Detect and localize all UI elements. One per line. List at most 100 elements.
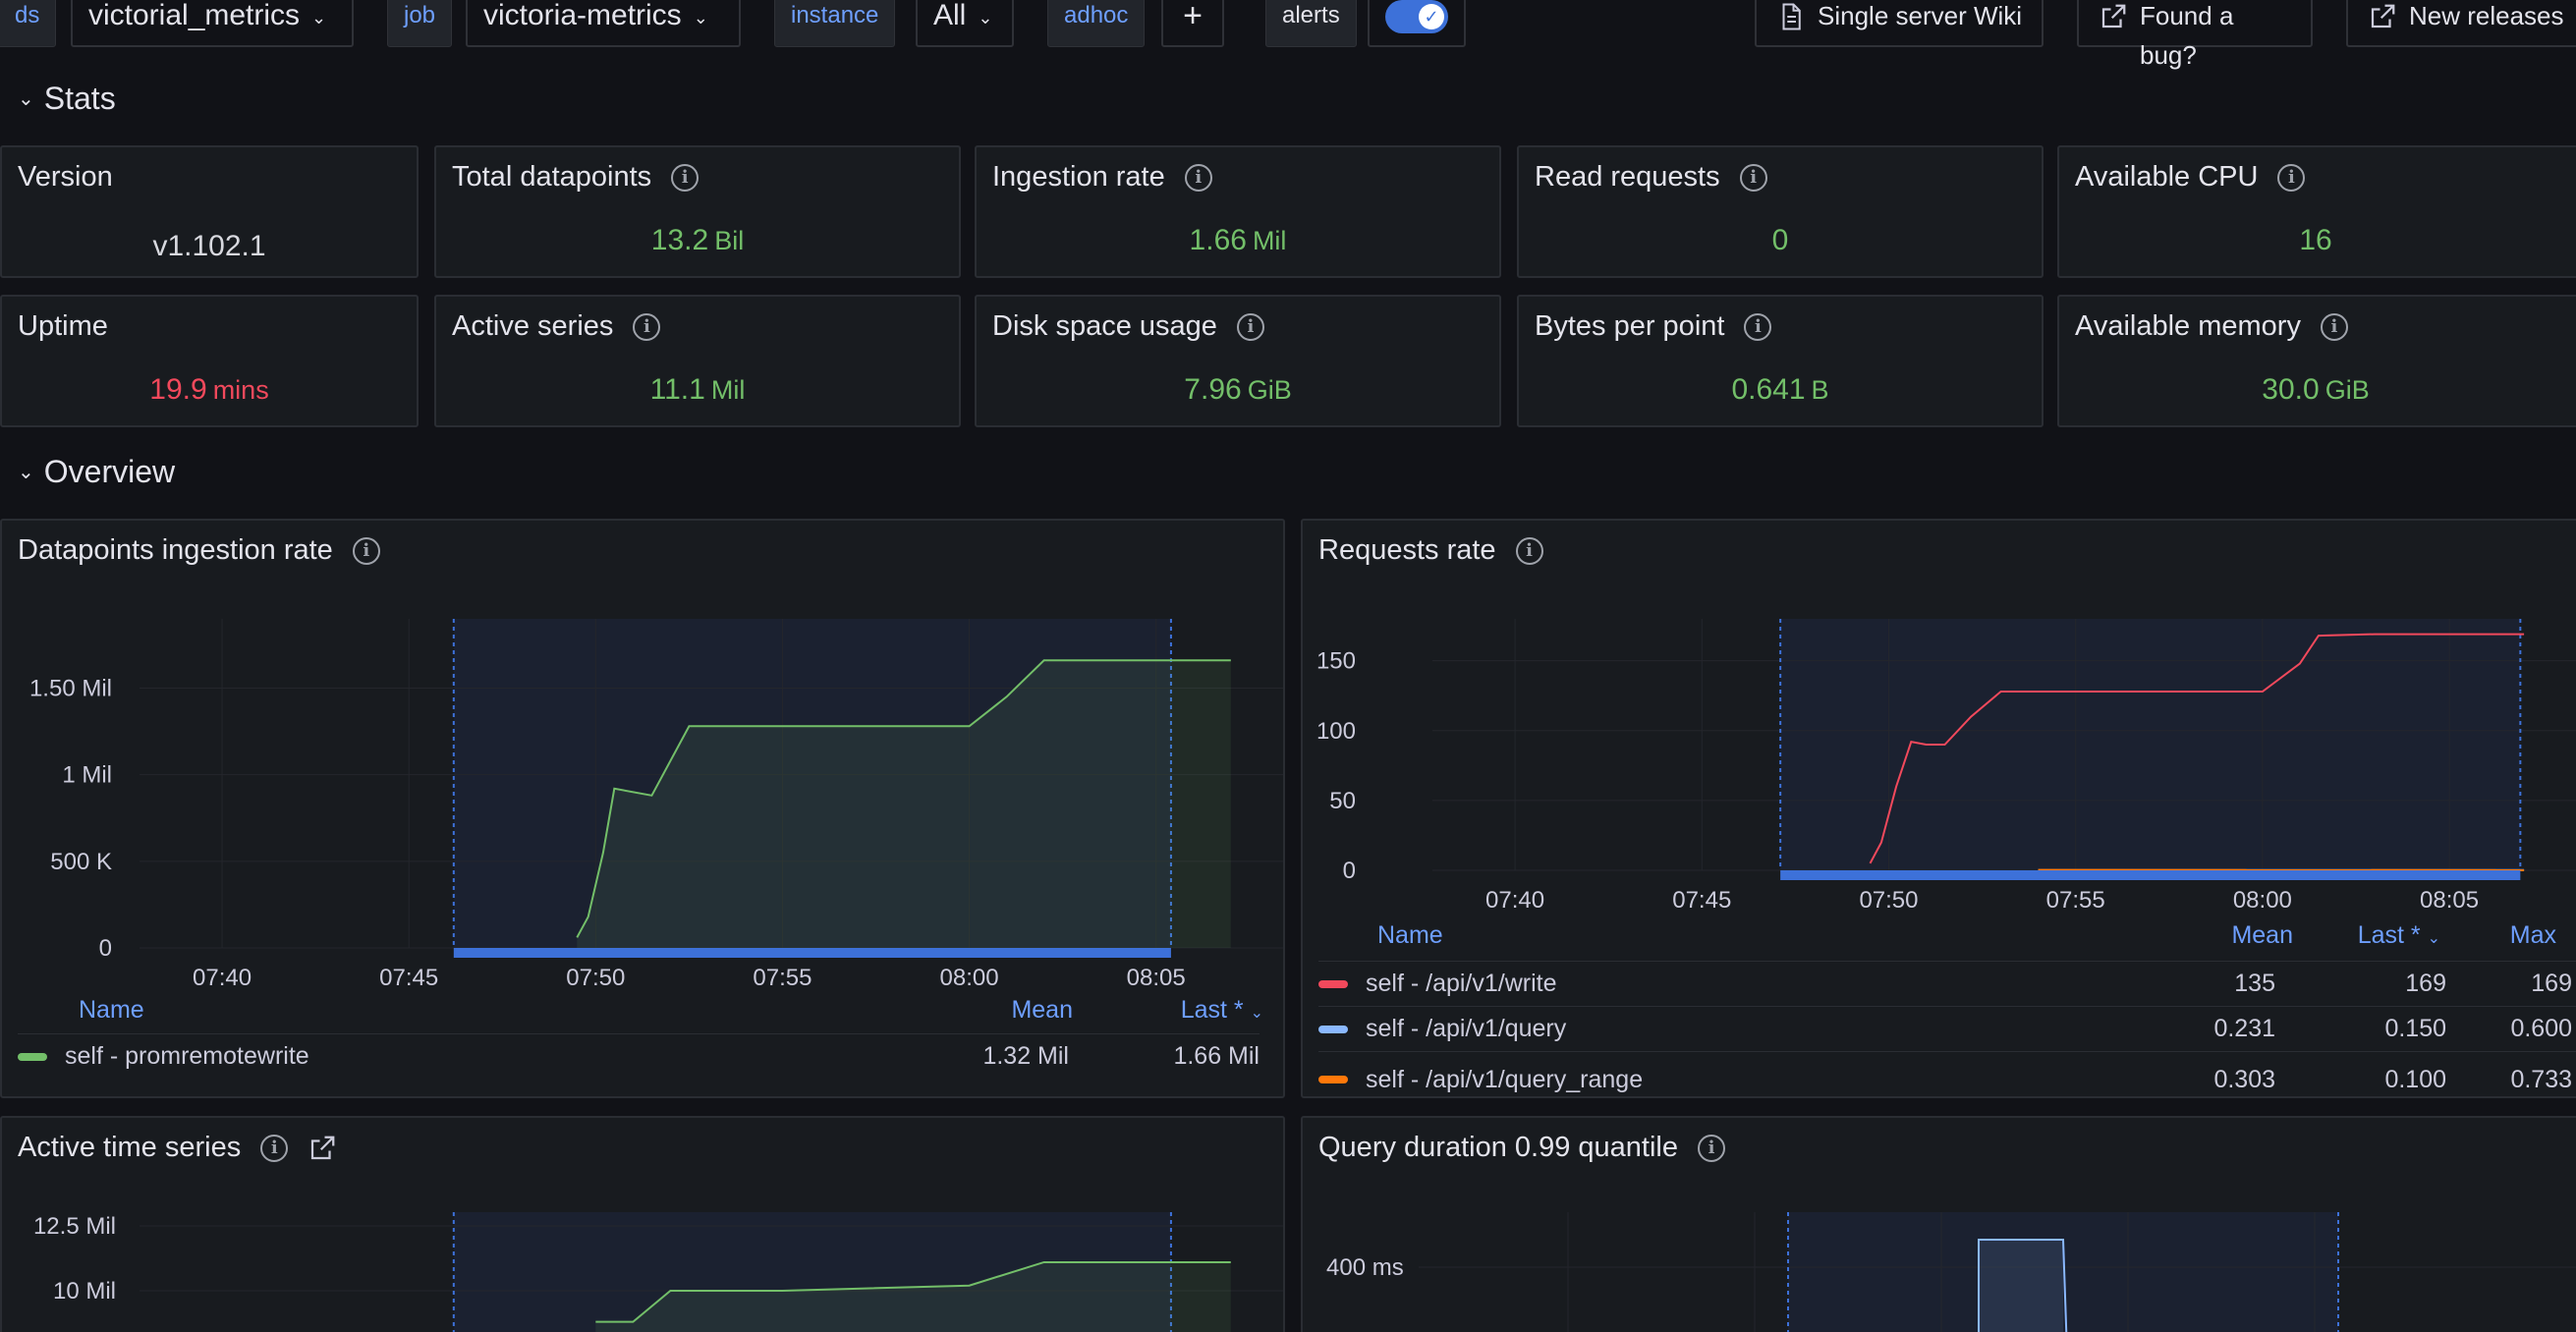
stat-number: 30.0: [2262, 373, 2320, 406]
stat-value: v1.102.1: [2, 230, 417, 263]
legend-col-max[interactable]: Max: [2509, 921, 2556, 949]
info-icon[interactable]: i: [2277, 163, 2306, 192]
y-tick-label: 150: [1316, 648, 1356, 675]
x-tick-label: 07:40: [193, 965, 252, 991]
releases-link-button[interactable]: New releases: [2346, 0, 2576, 47]
series-mean: 0.303: [2213, 1066, 2275, 1093]
x-tick-label: 08:05: [1127, 965, 1186, 991]
panel-requests-rate: Requests rate i 0 50 100 150 07:40 07:45 07:50 0…: [1301, 519, 2576, 1098]
info-icon[interactable]: i: [671, 163, 700, 192]
query-duration-chart[interactable]: 400 ms: [1303, 1118, 2576, 1332]
check-icon: ✓: [1419, 4, 1444, 29]
stat-title: Available memory: [2075, 310, 2301, 342]
legend-row[interactable]: self - /api/v1/query 0.231 0.150 0.600: [1318, 1006, 2576, 1051]
var-instance-label: instance: [774, 0, 896, 47]
panel-title: Version: [18, 161, 113, 194]
legend-col-mean[interactable]: Mean: [2231, 921, 2293, 949]
x-tick-label: 08:05: [2420, 887, 2479, 914]
var-alerts-label: alerts: [1265, 0, 1357, 47]
legend-col-last-label: Last *: [2357, 921, 2421, 949]
info-icon[interactable]: i: [2320, 312, 2348, 341]
info-icon[interactable]: i: [1744, 312, 1772, 341]
stat-title: Disk space usage: [992, 310, 1217, 342]
legend-row[interactable]: self - /api/v1/write 135 169 169: [1318, 961, 2576, 1006]
panel-query-duration: Query duration 0.99 quantile i 400 ms: [1301, 1116, 2576, 1332]
stat-unit: Mil: [710, 375, 746, 405]
var-ds-value: victorial_metrics: [88, 0, 301, 31]
panel-ingestion-rate: Datapoints ingestion rate i 0 500 K 1 Mil 1.…: [0, 519, 1285, 1098]
var-ds-select[interactable]: victorial_metrics ⌄: [71, 0, 354, 47]
selected-range-region: [453, 619, 1171, 948]
var-job-label: job: [387, 0, 453, 47]
chevron-down-icon: ⌄: [1250, 1005, 1263, 1022]
info-icon[interactable]: i: [352, 536, 380, 565]
series-line: [1978, 1239, 2068, 1332]
section-overview-title: Overview: [43, 454, 176, 489]
adhoc-add-button[interactable]: +: [1161, 0, 1224, 47]
section-overview[interactable]: ⌄ Overview: [18, 454, 175, 490]
x-tick-label: 07:50: [566, 965, 625, 991]
stat-number: 19.9: [149, 373, 207, 406]
legend-col-last[interactable]: Last * ⌄: [1181, 996, 1263, 1025]
var-instance-value: All: [933, 0, 967, 31]
stat-number: 0: [1771, 224, 1789, 256]
section-stats[interactable]: ⌄ Stats: [18, 81, 116, 117]
panel-title: Active series i: [452, 310, 661, 343]
stat-title: Read requests: [1535, 161, 1720, 193]
y-tick-label: 100: [1316, 718, 1356, 745]
var-job-select[interactable]: victoria-metrics ⌄: [466, 0, 741, 47]
active-series-chart[interactable]: 12.5 Mil 10 Mil: [2, 1118, 1283, 1332]
stat-panel-version: Version v1.102.1: [0, 145, 419, 278]
x-tick-label: 07:55: [753, 965, 812, 991]
annotation-bar: [453, 948, 1171, 958]
series-mean: 135: [2234, 970, 2275, 997]
legend-col-name[interactable]: Name: [1377, 921, 1443, 949]
y-tick-label: 500 K: [50, 849, 112, 875]
chevron-down-icon: ⌄: [978, 8, 993, 28]
legend-row[interactable]: self - promremotewrite 1.32 Mil 1.66 Mil: [18, 1033, 1260, 1079]
panel-title: Available memory i: [2075, 310, 2348, 343]
series-name: self - /api/v1/write: [1366, 970, 1557, 997]
series-last: 1.66 Mil: [1173, 1042, 1260, 1070]
wiki-link-label: Single server Wiki: [1818, 1, 2023, 30]
var-instance-select[interactable]: All ⌄: [916, 0, 1014, 47]
y-tick-label: 1.50 Mil: [29, 676, 112, 702]
series-area: [577, 660, 1231, 948]
releases-link-label: New releases: [2409, 1, 2564, 30]
external-link-icon[interactable]: [308, 1134, 337, 1163]
bug-link-label: Found a bug?: [2140, 1, 2234, 70]
legend-col-last[interactable]: Last * ⌄: [2358, 921, 2440, 950]
info-icon[interactable]: i: [633, 312, 661, 341]
info-icon[interactable]: i: [1236, 312, 1264, 341]
var-job-value: victoria-metrics: [483, 0, 682, 31]
stat-value: 16: [2059, 224, 2572, 257]
panel-title: Uptime: [18, 310, 108, 343]
series-max: 169: [2531, 970, 2572, 997]
x-tick-label: 07:45: [1672, 887, 1731, 914]
panel-title: Total datapoints i: [452, 161, 700, 194]
bug-link-button[interactable]: Found a bug?: [2077, 0, 2313, 70]
chevron-down-icon: ⌄: [18, 462, 34, 483]
legend-col-mean[interactable]: Mean: [1011, 996, 1073, 1024]
wiki-link-button[interactable]: Single server Wiki: [1755, 0, 2044, 47]
chevron-down-icon: ⌄: [2427, 930, 2440, 947]
info-icon[interactable]: i: [260, 1134, 289, 1162]
info-icon[interactable]: i: [1515, 536, 1543, 565]
stat-panel-total-datapoints: Total datapoints i 13.2 Bil: [434, 145, 961, 278]
series-area: [595, 1261, 1231, 1332]
chevron-down-icon: ⌄: [18, 88, 34, 110]
series-line: [595, 1260, 1231, 1323]
stat-title: Total datapoints: [452, 161, 652, 193]
alerts-toggle[interactable]: ✓: [1385, 0, 1448, 33]
ingestion-chart[interactable]: 0 500 K 1 Mil 1.50 Mil 07:40 07:45 07:50 07:55 0…: [2, 521, 1283, 992]
stat-unit: GiB: [2324, 375, 2370, 405]
series-last: 0.150: [2384, 1015, 2446, 1042]
legend-row[interactable]: self - /api/v1/query_range 0.303 0.100 0…: [1318, 1051, 2576, 1096]
info-icon[interactable]: i: [1184, 163, 1212, 192]
requests-chart[interactable]: 0 50 100 150 07:40 07:45 07:50 07:55 08:00 08:05: [1303, 521, 2576, 914]
stat-title: Available CPU: [2075, 161, 2259, 193]
info-icon[interactable]: i: [1739, 163, 1767, 192]
legend-col-name[interactable]: Name: [79, 996, 144, 1024]
info-icon[interactable]: i: [1697, 1134, 1725, 1162]
stat-unit: GiB: [1247, 375, 1292, 405]
